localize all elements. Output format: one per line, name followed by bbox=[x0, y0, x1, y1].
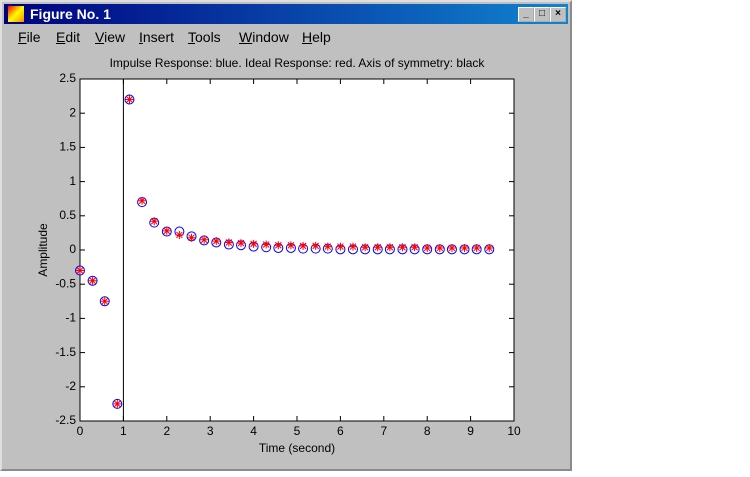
y-tick-label: 0.5 bbox=[59, 208, 76, 222]
data-point bbox=[373, 243, 382, 252]
data-point bbox=[299, 241, 308, 250]
data-point bbox=[447, 243, 456, 252]
menu-item[interactable]: View bbox=[95, 29, 126, 45]
x-tick-label: 3 bbox=[207, 424, 214, 438]
data-point bbox=[460, 243, 469, 252]
y-tick-label: -0.5 bbox=[55, 276, 76, 290]
data-point bbox=[200, 235, 209, 244]
y-tick-label: -1 bbox=[65, 311, 76, 325]
x-tick-label: 0 bbox=[77, 424, 84, 438]
menu-item[interactable]: File bbox=[18, 29, 41, 45]
menu-item[interactable]: Edit bbox=[56, 29, 81, 45]
x-axis-label: Time (second) bbox=[259, 441, 335, 455]
data-point bbox=[138, 196, 147, 205]
data-point bbox=[249, 239, 258, 248]
data-point bbox=[323, 242, 332, 251]
data-point bbox=[262, 240, 271, 249]
data-point bbox=[435, 243, 444, 252]
data-point bbox=[113, 399, 122, 408]
data-point bbox=[286, 241, 295, 250]
data-point bbox=[423, 243, 432, 252]
y-tick-label: 2.5 bbox=[59, 71, 76, 85]
data-point bbox=[336, 242, 345, 251]
data-point bbox=[87, 275, 98, 286]
chart-title: Impulse Response: blue. Ideal Response: … bbox=[110, 56, 486, 70]
y-tick-label: 2 bbox=[69, 105, 76, 119]
menu-item[interactable]: Tools bbox=[188, 29, 221, 45]
menu-item[interactable]: Window bbox=[239, 29, 289, 45]
x-tick-label: 4 bbox=[250, 424, 257, 438]
data-point bbox=[125, 95, 134, 104]
x-tick-label: 5 bbox=[294, 424, 301, 438]
menu-item[interactable]: Insert bbox=[139, 29, 175, 45]
data-point bbox=[398, 243, 407, 252]
plot-area bbox=[79, 78, 515, 422]
data-point bbox=[150, 217, 159, 226]
data-point bbox=[187, 233, 196, 242]
x-tick-label: 9 bbox=[467, 424, 474, 438]
x-tick-label: 10 bbox=[507, 424, 521, 438]
data-point bbox=[75, 265, 85, 276]
data-point bbox=[162, 226, 171, 235]
y-tick-label: -2.5 bbox=[55, 413, 76, 427]
data-point bbox=[100, 297, 109, 306]
data-point bbox=[112, 398, 123, 409]
data-point bbox=[224, 238, 233, 247]
x-tick-label: 8 bbox=[424, 424, 431, 438]
x-tick-label: 6 bbox=[337, 424, 344, 438]
data-point bbox=[311, 241, 320, 250]
data-point bbox=[88, 276, 97, 285]
data-point bbox=[472, 243, 481, 252]
app-icon bbox=[8, 6, 24, 22]
data-point bbox=[348, 242, 357, 251]
menu-item[interactable]: Help bbox=[302, 29, 331, 45]
menu-bar: File Edit View Insert Tools Window Help bbox=[4, 27, 568, 49]
close-button[interactable]: × bbox=[550, 7, 566, 22]
y-axis-label: Amplitude bbox=[36, 223, 50, 277]
chart: Impulse Response: blue. Ideal Response: … bbox=[36, 56, 521, 455]
x-tick-label: 2 bbox=[163, 424, 170, 438]
data-point bbox=[212, 237, 221, 246]
data-point bbox=[274, 241, 283, 250]
maximize-button[interactable]: □ bbox=[534, 7, 550, 22]
data-point bbox=[99, 296, 110, 307]
y-tick-label: 1 bbox=[69, 174, 76, 188]
minimize-button[interactable]: _ bbox=[518, 7, 534, 22]
y-tick-label: 0 bbox=[69, 242, 76, 256]
data-point bbox=[175, 230, 184, 239]
window-title: Figure No. 1 bbox=[30, 6, 111, 22]
x-tick-label: 1 bbox=[120, 424, 127, 438]
data-point bbox=[237, 239, 246, 248]
data-point bbox=[76, 266, 84, 275]
y-tick-label: 1.5 bbox=[59, 140, 76, 154]
title-bar: Figure No. 1 _ □ × bbox=[4, 4, 568, 24]
data-point bbox=[361, 243, 370, 252]
data-point bbox=[124, 94, 135, 105]
x-tick-label: 7 bbox=[380, 424, 387, 438]
data-point bbox=[410, 243, 419, 252]
data-point bbox=[385, 243, 394, 252]
y-tick-label: -1.5 bbox=[55, 345, 76, 359]
data-point bbox=[485, 243, 494, 252]
y-tick-label: -2 bbox=[65, 379, 76, 393]
